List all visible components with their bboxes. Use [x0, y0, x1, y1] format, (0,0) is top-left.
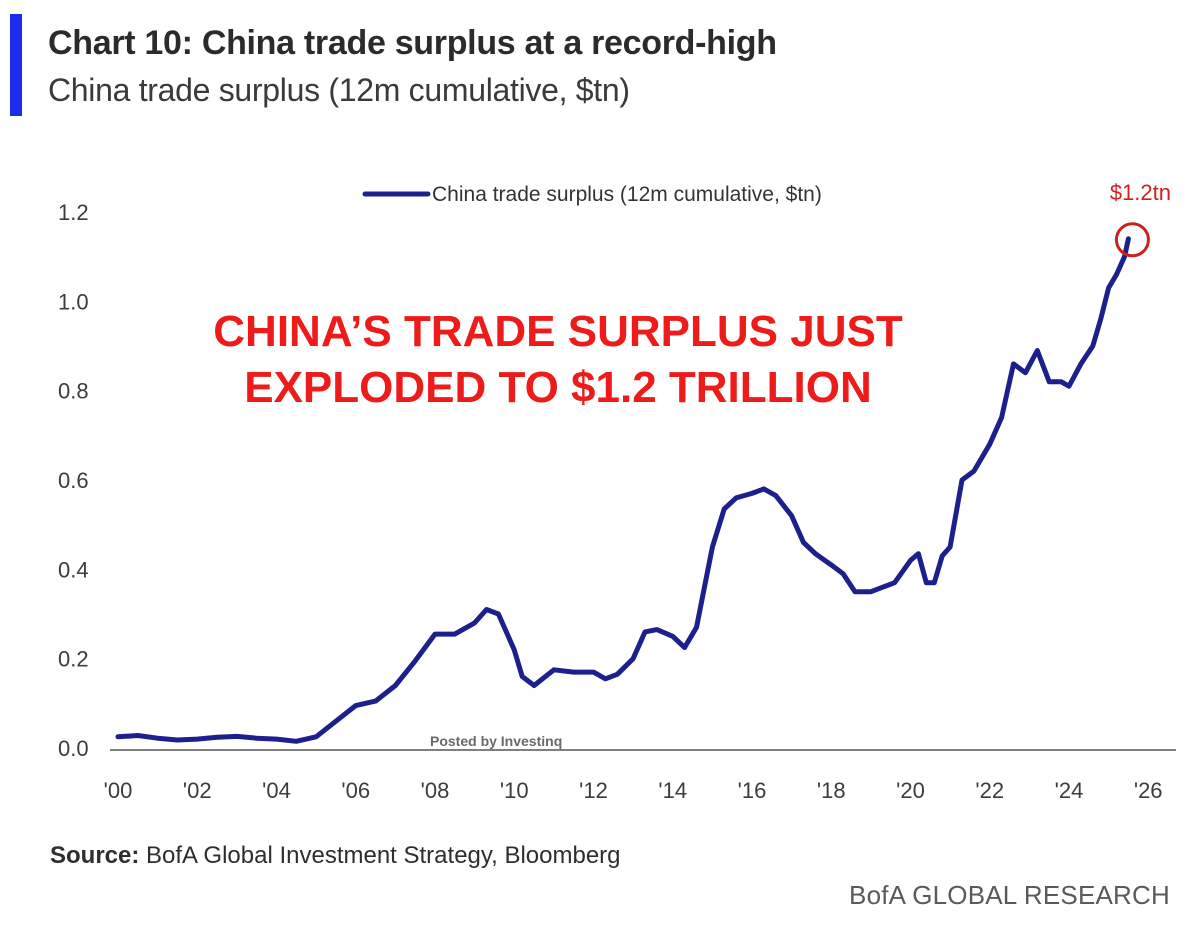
- y-tick-label: 0.6: [58, 468, 89, 493]
- y-axis: 0.0 0.2 0.4 0.6 0.8 1.0 1.2: [58, 200, 89, 761]
- x-tick-label: '04: [262, 778, 291, 803]
- y-tick-label: 1.2: [58, 200, 89, 225]
- annotation-layer: $1.2tn: [1110, 180, 1171, 258]
- series-layer: [115, 236, 1131, 744]
- x-tick-label: '02: [183, 778, 212, 803]
- headline-line-1: CHINA’S TRADE SURPLUS JUST: [213, 307, 903, 356]
- brand-logo-text: BofA GLOBAL RESEARCH: [849, 880, 1170, 910]
- legend-label: China trade surplus (12m cumulative, $tn…: [432, 183, 822, 206]
- x-tick-label: '10: [500, 778, 529, 803]
- source-text: BofA Global Investment Strategy, Bloombe…: [146, 842, 621, 869]
- x-axis: '00 '02 '04 '06 '08 '10 '12 '14 '16 '18 '20 '22 '24 '…: [104, 778, 1163, 803]
- y-tick-label: 0.2: [58, 647, 89, 672]
- x-tick-label: '22: [975, 778, 1004, 803]
- chart-subtitle: China trade surplus (12m cumulative, $tn…: [48, 72, 630, 108]
- chart-title: Chart 10: China trade surplus at a recor…: [48, 24, 777, 62]
- source-note: Source: BofA Global Investment Strategy,…: [50, 842, 621, 870]
- x-tick-label: '24: [1055, 778, 1084, 803]
- x-tick-label: '06: [341, 778, 370, 803]
- y-tick-label: 0.0: [58, 736, 89, 761]
- x-tick-label: '14: [658, 778, 687, 803]
- x-tick-label: '20: [896, 778, 925, 803]
- highlight-circle: [1114, 222, 1150, 258]
- headline-line-2: EXPLODED TO $1.2 TRILLION: [244, 363, 872, 412]
- annotation-label: $1.2tn: [1110, 180, 1171, 205]
- x-tick-label: '18: [817, 778, 846, 803]
- legend: China trade surplus (12m cumulative, $tn…: [362, 183, 822, 206]
- accent-bar: [10, 14, 22, 116]
- x-tick-label: '16: [738, 778, 767, 803]
- x-tick-label: '26: [1134, 778, 1163, 803]
- watermark: Posted by Investinq: [430, 733, 562, 749]
- x-tick-label: '12: [579, 778, 608, 803]
- y-tick-label: 0.4: [58, 557, 89, 582]
- series-line: [115, 236, 1131, 744]
- source-label: Source:: [50, 842, 140, 869]
- y-tick-label: 0.8: [58, 379, 89, 404]
- x-tick-label: '00: [104, 778, 133, 803]
- x-tick-label: '08: [421, 778, 450, 803]
- y-tick-label: 1.0: [58, 289, 89, 314]
